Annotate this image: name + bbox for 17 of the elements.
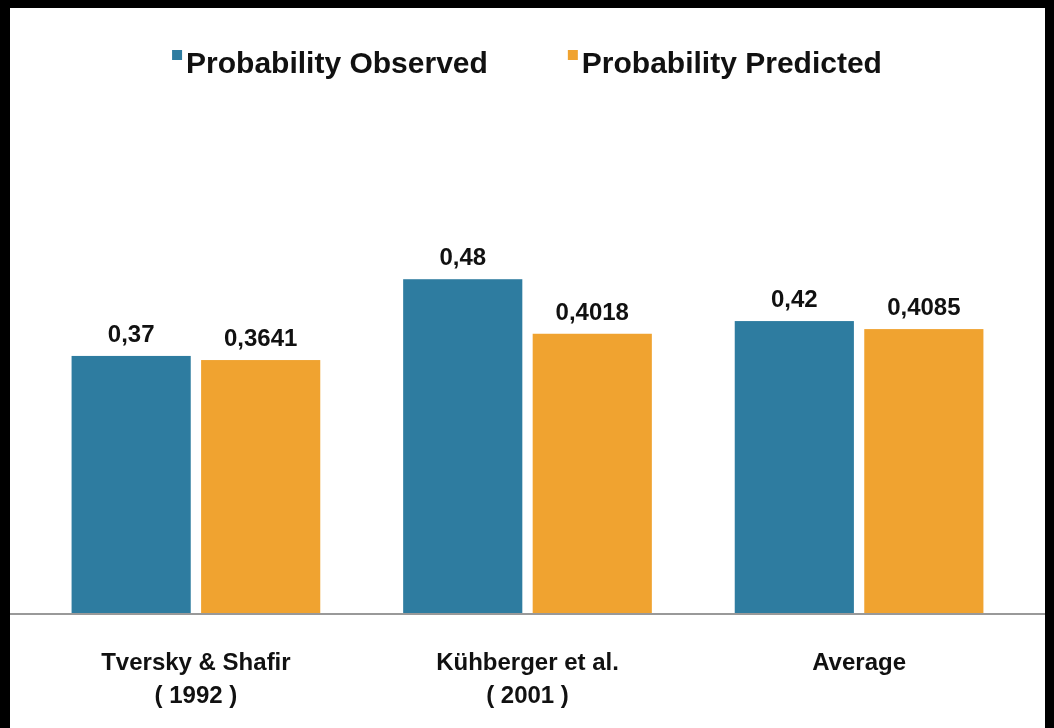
bar (734, 321, 854, 614)
data-label: 0,4018 (555, 297, 629, 325)
legend-label: Probability Observed (186, 46, 488, 79)
bar (864, 329, 984, 614)
data-label: 0,3641 (223, 324, 298, 352)
data-label: 0,4085 (887, 293, 961, 321)
x-tick-label: Average (812, 648, 906, 675)
bar (403, 279, 523, 614)
data-label: 0,37 (107, 319, 155, 347)
data-label: 0,42 (770, 285, 818, 313)
legend-label: Probability Predicted (581, 46, 882, 79)
bar (71, 355, 191, 614)
x-tick-label: Tversky & Shafir ( 1992 ) (101, 648, 291, 708)
x-tick-label: Kühberger et al. ( 2001 ) (436, 648, 619, 708)
bar (201, 360, 321, 614)
data-label: 0,48 (439, 243, 487, 271)
bar (532, 333, 652, 614)
